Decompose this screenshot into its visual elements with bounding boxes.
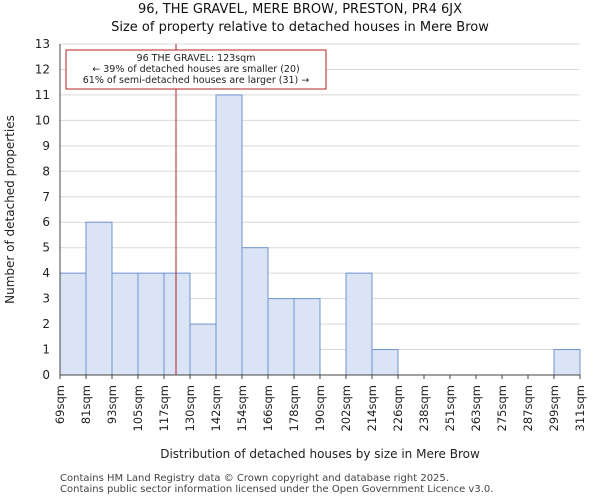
histogram-bar: [241, 247, 269, 376]
x-tick-label: 263sqm: [469, 385, 483, 431]
histogram-bar: [215, 94, 243, 376]
histogram-bar: [293, 298, 321, 376]
x-tick-label: 105sqm: [131, 385, 145, 431]
chart-title: 96, THE GRAVEL, MERE BROW, PRESTON, PR4 …: [137, 2, 463, 17]
y-tick-label: 7: [42, 190, 50, 204]
x-tick-label: 287sqm: [521, 385, 535, 431]
y-tick-label: 13: [35, 37, 50, 51]
y-tick-label: 2: [42, 317, 50, 331]
x-tick-label: 190sqm: [313, 385, 327, 431]
y-tick-label: 9: [42, 139, 50, 153]
footer-licence: Contains public sector information licen…: [60, 484, 494, 495]
x-tick-label: 130sqm: [183, 385, 197, 431]
histogram-bar: [371, 349, 399, 376]
histogram-bar: [163, 272, 191, 376]
x-tick-label: 166sqm: [261, 385, 275, 431]
x-tick-label: 93sqm: [105, 385, 119, 424]
y-tick-label: 10: [35, 113, 50, 127]
x-tick-label: 214sqm: [365, 385, 379, 431]
histogram-bar: [85, 221, 113, 376]
x-tick-label: 251sqm: [443, 385, 457, 431]
annotation-line-1: 96 THE GRAVEL: 123sqm: [137, 53, 256, 64]
histogram-bar: [111, 272, 139, 376]
y-tick-label: 4: [42, 266, 50, 280]
x-tick-label: 275sqm: [495, 385, 509, 431]
histogram-bar: [267, 298, 295, 376]
x-tick-label: 69sqm: [53, 385, 67, 424]
y-tick-label: 5: [42, 241, 50, 255]
annotation-line-3: 61% of semi-detached houses are larger (…: [83, 75, 310, 86]
y-tick-label: 3: [42, 292, 50, 306]
annotation-line-2: ← 39% of detached houses are smaller (20…: [92, 64, 299, 75]
x-tick-label: 202sqm: [339, 385, 353, 431]
y-tick-label: 11: [35, 88, 50, 102]
y-tick-label: 6: [42, 215, 50, 229]
y-tick-label: 8: [42, 164, 50, 178]
x-tick-label: 142sqm: [209, 385, 223, 431]
x-tick-label: 81sqm: [79, 385, 93, 424]
y-tick-label: 1: [42, 343, 50, 357]
x-tick-label: 311sqm: [573, 385, 587, 431]
x-tick-label: 238sqm: [417, 385, 431, 431]
y-tick-label: 0: [42, 368, 50, 382]
x-tick-label: 154sqm: [235, 385, 249, 431]
histogram-bar: [189, 323, 217, 376]
histogram-bar: [345, 272, 373, 376]
x-tick-label: 299sqm: [547, 385, 561, 431]
histogram-bar: [59, 272, 87, 376]
x-tick-label: 226sqm: [391, 385, 405, 431]
x-axis-label: Distribution of detached houses by size …: [160, 447, 480, 461]
histogram-bar: [553, 349, 581, 376]
histogram-bar: [137, 272, 165, 376]
x-tick-label: 178sqm: [287, 385, 301, 431]
footer-copyright: Contains HM Land Registry data © Crown c…: [60, 473, 449, 484]
y-axis-label: Number of detached properties: [3, 115, 17, 304]
y-tick-label: 12: [35, 62, 50, 76]
x-tick-label: 117sqm: [157, 385, 171, 431]
chart-subtitle: Size of property relative to detached ho…: [111, 20, 489, 35]
annotation-box: [65, 49, 327, 90]
